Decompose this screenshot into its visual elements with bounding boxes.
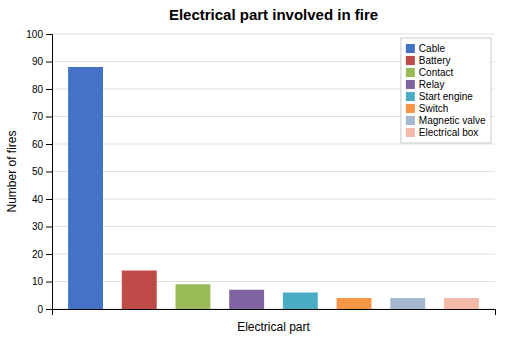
legend-swatch bbox=[406, 92, 415, 101]
y-tick-label: 60 bbox=[32, 139, 44, 150]
legend-item: Magnetic valve bbox=[406, 115, 486, 126]
legend-label: Switch bbox=[419, 103, 448, 114]
y-tick: 10 bbox=[32, 276, 52, 287]
bar bbox=[176, 284, 211, 309]
y-tick-mark bbox=[46, 309, 52, 310]
y-tick: 0 bbox=[37, 304, 52, 315]
title: Electrical part involved in fire bbox=[169, 6, 378, 23]
y-tick-label: 50 bbox=[32, 166, 44, 177]
y-tick-label: 20 bbox=[32, 249, 44, 260]
legend-frame bbox=[401, 38, 491, 143]
y-tick-label: 40 bbox=[32, 194, 44, 205]
y-tick: 20 bbox=[32, 249, 52, 260]
y-tick-mark bbox=[46, 282, 52, 283]
bar bbox=[337, 298, 372, 309]
legend-swatch bbox=[406, 104, 415, 113]
grid-line bbox=[52, 144, 495, 145]
grid-line bbox=[52, 34, 495, 35]
x-axis-title: Electrical part bbox=[237, 320, 310, 334]
y-tick: 80 bbox=[32, 84, 52, 95]
bar bbox=[283, 293, 318, 310]
legend-swatch bbox=[406, 116, 415, 125]
legend-label: Relay bbox=[419, 79, 445, 90]
legend-swatch bbox=[406, 56, 415, 65]
y-tick-label: 30 bbox=[32, 221, 44, 232]
plot: 0 10 20 30 40 50 60 70 80 90 100 CableBatteryContac… bbox=[26, 29, 495, 315]
y-tick-label: 100 bbox=[26, 29, 43, 40]
legend-item: Relay bbox=[406, 79, 445, 90]
y-axis: 0 10 20 30 40 50 60 70 80 90 100 bbox=[26, 29, 52, 315]
y-tick: 50 bbox=[32, 166, 52, 177]
legend: CableBatteryContactRelayStart engineSwit… bbox=[401, 38, 491, 143]
legend-item: Switch bbox=[406, 103, 448, 114]
legend-swatch bbox=[406, 68, 415, 77]
y-tick: 70 bbox=[32, 111, 52, 122]
bar bbox=[68, 67, 103, 309]
y-tick-label: 90 bbox=[32, 56, 44, 67]
y-tick-mark bbox=[46, 172, 52, 173]
y-tick-mark bbox=[46, 89, 52, 90]
y-tick-mark bbox=[46, 199, 52, 200]
legend-swatch bbox=[406, 80, 415, 89]
y-tick-mark bbox=[46, 227, 52, 228]
y-tick-mark bbox=[46, 144, 52, 145]
legend-label: Magnetic valve bbox=[419, 115, 486, 126]
legend-item: Contact bbox=[406, 67, 454, 78]
x-axis bbox=[53, 310, 496, 316]
y-axis-line bbox=[46, 35, 53, 310]
legend-label: Battery bbox=[419, 55, 451, 66]
bar bbox=[122, 271, 157, 310]
bar bbox=[444, 298, 479, 309]
bar bbox=[390, 298, 425, 309]
grid bbox=[52, 34, 495, 309]
y-axis-title: Number of fires bbox=[5, 130, 19, 212]
legend-item: Battery bbox=[406, 55, 451, 66]
grid-line bbox=[52, 171, 495, 172]
legend-label: Contact bbox=[419, 67, 454, 78]
y-tick: 30 bbox=[32, 221, 52, 232]
y-tick: 40 bbox=[32, 194, 52, 205]
y-tick-label: 70 bbox=[32, 111, 44, 122]
y-tick-mark bbox=[46, 34, 52, 35]
legend-swatch bbox=[406, 128, 415, 137]
y-tick-label: 10 bbox=[32, 276, 44, 287]
y-tick-mark bbox=[46, 254, 52, 255]
legend-label: Electrical box bbox=[419, 127, 478, 138]
y-tick: 100 bbox=[26, 29, 52, 40]
legend-label: Cable bbox=[419, 43, 446, 54]
y-tick-mark bbox=[46, 117, 52, 118]
bar bbox=[229, 290, 264, 309]
y-tick: 90 bbox=[32, 56, 52, 67]
chart: 0 10 20 30 40 50 60 70 80 90 100 CableBatteryContac… bbox=[0, 0, 509, 343]
legend-swatch bbox=[406, 44, 415, 53]
legend-label: Start engine bbox=[419, 91, 473, 102]
x-axis-line bbox=[53, 310, 496, 316]
legend-item: Cable bbox=[406, 43, 446, 54]
grid-line bbox=[52, 281, 495, 282]
legend-item: Start engine bbox=[406, 91, 473, 102]
legend-item: Electrical box bbox=[406, 127, 478, 138]
y-tick: 60 bbox=[32, 139, 52, 150]
grid-line bbox=[52, 226, 495, 227]
y-tick-label: 0 bbox=[37, 304, 43, 315]
grid-line bbox=[52, 254, 495, 255]
y-tick-label: 80 bbox=[32, 84, 44, 95]
y-tick-mark bbox=[46, 62, 52, 63]
grid-line bbox=[52, 199, 495, 200]
